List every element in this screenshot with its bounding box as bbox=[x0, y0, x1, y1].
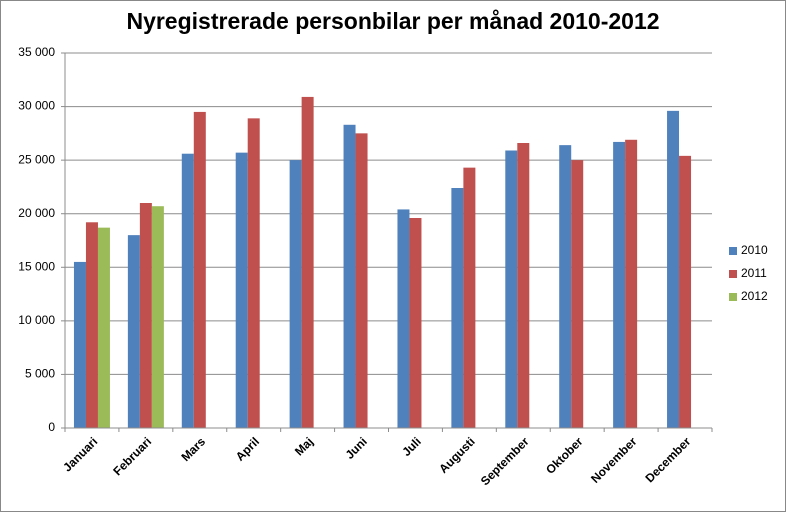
legend-label: 2010 bbox=[741, 243, 768, 257]
bar bbox=[289, 160, 302, 428]
y-tick-label: 25 000 bbox=[18, 152, 55, 166]
y-tick-label: 35 000 bbox=[18, 45, 55, 59]
bar bbox=[571, 160, 584, 428]
y-tick-label: 10 000 bbox=[18, 313, 55, 327]
bar bbox=[463, 167, 476, 428]
bar bbox=[127, 235, 140, 428]
bar bbox=[667, 110, 680, 428]
bar bbox=[73, 261, 86, 428]
bar bbox=[97, 227, 110, 428]
bar bbox=[151, 206, 164, 428]
bar bbox=[517, 143, 530, 428]
bar bbox=[505, 150, 518, 428]
bar bbox=[451, 188, 464, 428]
bar bbox=[301, 96, 314, 428]
bar bbox=[181, 153, 194, 428]
bar bbox=[409, 218, 422, 428]
bar bbox=[679, 155, 692, 428]
legend-swatch bbox=[729, 293, 737, 301]
bar bbox=[559, 145, 572, 428]
bar bbox=[625, 139, 638, 429]
y-tick-label: 20 000 bbox=[18, 206, 55, 220]
bar bbox=[247, 118, 260, 428]
y-tick-label: 0 bbox=[48, 420, 55, 434]
legend-label: 2012 bbox=[741, 289, 768, 303]
y-tick-label: 15 000 bbox=[18, 259, 55, 273]
legend-swatch bbox=[729, 270, 737, 278]
bar bbox=[343, 124, 356, 429]
y-tick-label: 30 000 bbox=[18, 99, 55, 113]
bar bbox=[397, 209, 410, 428]
chart-title: Nyregistrerade personbilar per månad 201… bbox=[126, 8, 659, 34]
bar bbox=[355, 133, 368, 428]
bar bbox=[193, 111, 206, 428]
legend-swatch bbox=[729, 247, 737, 255]
y-tick-label: 5 000 bbox=[25, 367, 55, 381]
bar bbox=[613, 141, 626, 428]
bar bbox=[139, 203, 152, 428]
legend-label: 2011 bbox=[741, 266, 767, 280]
bar bbox=[235, 152, 248, 428]
bar bbox=[85, 222, 98, 428]
